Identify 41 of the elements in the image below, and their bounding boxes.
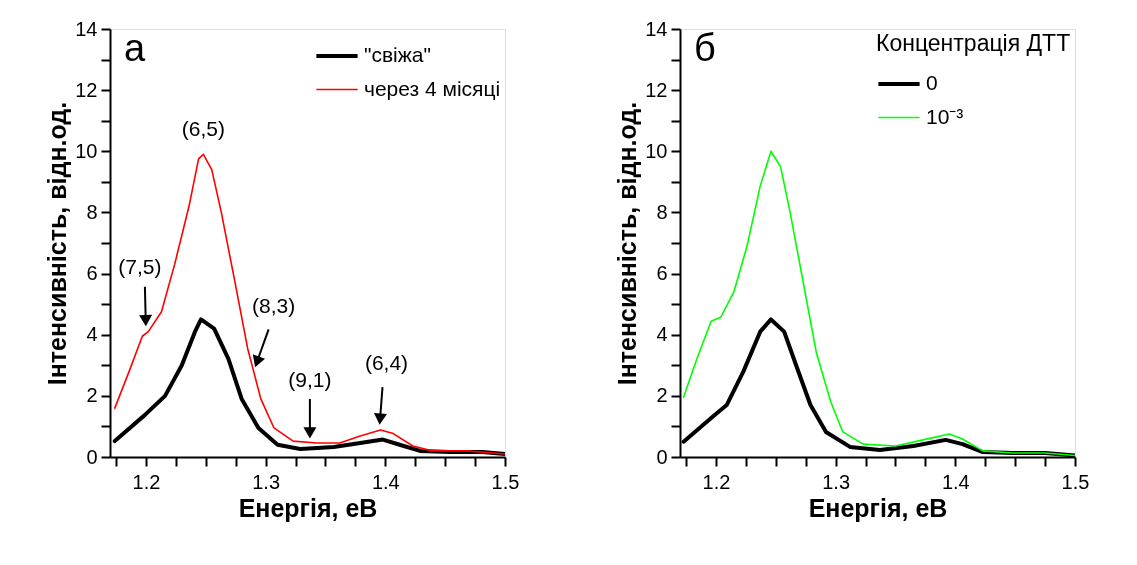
legend-label: 10⁻³ [926, 104, 964, 128]
annotation: а [124, 27, 146, 69]
x-tick-label: 1.4 [941, 470, 970, 493]
x-tick-label: 1.4 [371, 470, 400, 493]
legend-label: "свіжа" [364, 43, 431, 66]
y-tick-label: 0 [86, 445, 98, 468]
annotation: (6,5) [181, 117, 225, 141]
legend-label: 0 [926, 71, 938, 94]
annotation: (8,3) [252, 294, 296, 318]
y-tick-label: 4 [656, 323, 668, 346]
y-tick-label: 6 [86, 262, 98, 285]
y-tick-label: 10 [75, 139, 98, 162]
x-tick-label: 1.3 [252, 470, 281, 493]
annotation: (9,1) [288, 367, 332, 391]
y-tick-label: 14 [75, 17, 98, 40]
y-axis-title: Інтенсивність, відн.од. [43, 101, 72, 386]
y-tick-label: 8 [656, 200, 668, 223]
annotation: (6,4) [364, 351, 409, 375]
line-series [113, 153, 505, 455]
y-tick-label: 12 [75, 78, 98, 101]
annotation: б [694, 27, 716, 69]
y-axis-title: Інтенсивність, відн.од. [613, 101, 642, 386]
annotation: (7,5) [118, 254, 162, 278]
y-tick-label: 8 [86, 200, 98, 223]
x-tick-label: 1.2 [132, 470, 161, 493]
y-tick-label: 10 [645, 139, 668, 162]
y-tick-label: 0 [656, 445, 668, 468]
x-tick-label: 1.3 [822, 470, 851, 493]
y-tick-label: 2 [656, 384, 668, 407]
y-tick-label: 4 [86, 323, 98, 346]
x-axis-title: Енергія, еВ [238, 493, 378, 522]
x-tick-label: 1.2 [702, 470, 731, 493]
legend-title: Концентрація ДТТ [876, 30, 1071, 56]
x-tick-label: 1.5 [491, 470, 520, 493]
x-axis-title: Енергія, еВ [808, 493, 948, 522]
y-tick-label: 6 [656, 262, 668, 285]
legend-label: через 4 місяці [364, 76, 501, 100]
y-tick-label: 12 [645, 78, 668, 101]
y-tick-label: 2 [86, 384, 98, 407]
y-tick-label: 14 [645, 17, 668, 40]
x-tick-label: 1.5 [1061, 470, 1090, 493]
